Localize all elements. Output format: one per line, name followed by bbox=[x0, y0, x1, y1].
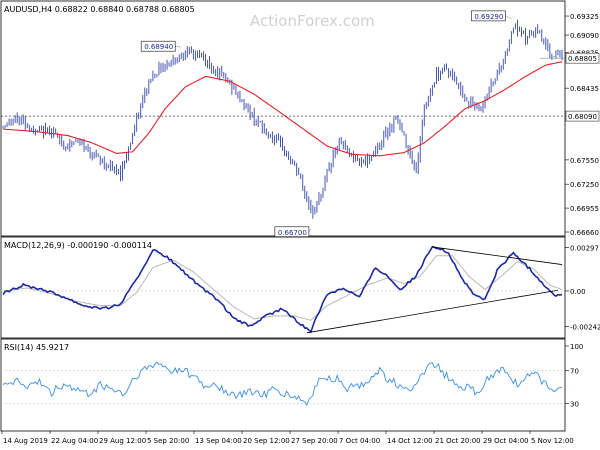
x-axis: 14 Aug 2019 22 Aug 04:00 29 Aug 12:00 5 Sep… bbox=[1, 431, 574, 445]
rsi-panel-frame bbox=[0, 338, 566, 432]
moving-average-line bbox=[2, 61, 563, 157]
watermark: ActionForex.com bbox=[250, 12, 375, 30]
x-tick-label: 14 Aug 2019 bbox=[3, 437, 48, 445]
macd-plot bbox=[1, 245, 565, 334]
x-tick-label: 20 Sep 12:00 bbox=[243, 437, 290, 445]
x-tick-label: 5 Nov 12:00 bbox=[531, 437, 574, 445]
rsi-tick-label: 70 bbox=[570, 368, 579, 376]
price-annotation-box bbox=[471, 10, 506, 22]
macd-panel: MACD(12,26,9) -0.000190 -0.000114 0.0029… bbox=[0, 236, 600, 339]
x-tick-label: 7 Oct 04:00 bbox=[339, 437, 380, 445]
price-plot: 0.68940 0.66700 0.69290 bbox=[1, 10, 565, 238]
price-annotation-label: 0.69290 bbox=[474, 13, 503, 21]
rsi-tick-label: 30 bbox=[570, 400, 579, 408]
price-tick-label: 0.66660 bbox=[570, 229, 599, 237]
macd-main-line bbox=[2, 245, 563, 334]
x-tick-label: 29 Oct 04:00 bbox=[483, 437, 529, 445]
price-tick-label: 0.67250 bbox=[570, 181, 599, 189]
x-tick-label: 29 Aug 12:00 bbox=[99, 437, 146, 445]
price-annotation-box bbox=[140, 40, 176, 52]
x-tick-label: 22 Aug 04:00 bbox=[51, 437, 98, 445]
support-level-tag bbox=[565, 110, 600, 122]
price-tick-label: 0.68435 bbox=[570, 85, 599, 93]
macd-signal-line bbox=[2, 255, 563, 321]
current-price-label: 0.68805 bbox=[568, 55, 597, 63]
macd-y-axis: 0.00297 0.00 -0.00242 bbox=[565, 244, 600, 331]
price-annotation-label: 0.68940 bbox=[144, 43, 173, 51]
candles bbox=[2, 19, 563, 219]
x-tick-label: 27 Sep 20:00 bbox=[291, 437, 338, 445]
symbol-header: AUDUSD,H4 0.68822 0.68840 0.68788 0.6880… bbox=[4, 5, 195, 14]
price-tick-label: 0.67550 bbox=[570, 157, 599, 165]
x-tick-label: 5 Sep 20:00 bbox=[147, 437, 189, 445]
rsi-panel: RSI(14) 45.9217 100 70 30 bbox=[0, 338, 583, 432]
rsi-plot bbox=[1, 361, 565, 407]
macd-trendline bbox=[306, 289, 559, 334]
price-tick-label: 0.69090 bbox=[570, 32, 599, 40]
support-level-label: 0.68090 bbox=[568, 113, 597, 121]
macd-header: MACD(12,26,9) -0.000190 -0.000114 bbox=[4, 241, 152, 250]
x-tick-label: 13 Sep 04:00 bbox=[195, 437, 242, 445]
price-tick-label: 0.69325 bbox=[570, 13, 599, 21]
x-tick-label: 21 Oct 20:00 bbox=[435, 437, 481, 445]
rsi-header: RSI(14) 45.9217 bbox=[4, 343, 69, 352]
macd-tick-label: -0.00242 bbox=[570, 323, 600, 331]
price-panel: AUDUSD,H4 0.68822 0.68840 0.68788 0.6880… bbox=[0, 0, 600, 238]
price-annotation-label: 0.66700 bbox=[278, 229, 307, 237]
macd-trendline bbox=[432, 246, 563, 265]
price-y-axis: 0.693250.690900.688750.684350.680900.675… bbox=[565, 13, 600, 237]
price-tick-label: 0.66955 bbox=[570, 205, 599, 213]
rsi-line bbox=[2, 361, 563, 407]
macd-tick-label: 0.00 bbox=[570, 288, 586, 296]
x-tick-label: 14 Oct 12:00 bbox=[387, 437, 433, 445]
current-price-tag bbox=[565, 52, 600, 64]
rsi-y-axis: 100 70 30 bbox=[565, 343, 583, 408]
macd-panel-frame bbox=[0, 236, 566, 339]
macd-tick-label: 0.00297 bbox=[570, 244, 599, 252]
rsi-tick-label: 100 bbox=[570, 343, 583, 351]
